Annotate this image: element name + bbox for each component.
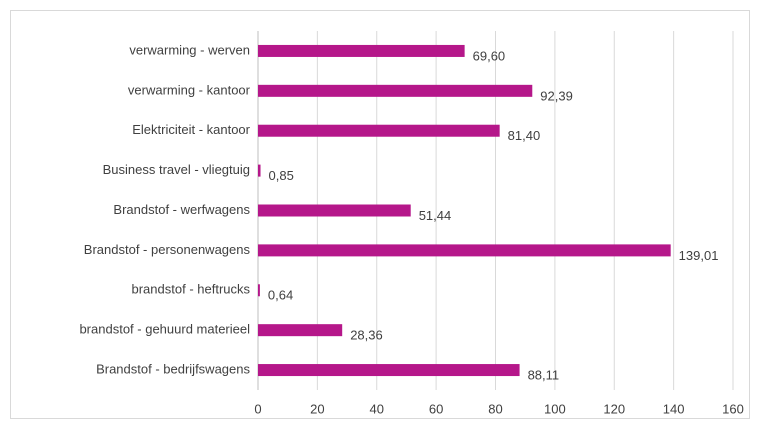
x-tick-label: 60 — [429, 401, 443, 416]
value-label: 0,85 — [269, 168, 294, 183]
bar — [258, 204, 411, 217]
value-label: 81,40 — [508, 128, 541, 143]
value-label: 69,60 — [473, 48, 506, 63]
x-tick-label: 140 — [663, 401, 685, 416]
bar — [258, 244, 671, 257]
y-tick-label: Brandstof - werfwagens — [113, 202, 250, 217]
x-tick-label: 80 — [488, 401, 502, 416]
bar — [258, 364, 520, 377]
x-tick-label: 120 — [603, 401, 625, 416]
y-tick-label: Elektriciteit - kantoor — [132, 122, 250, 137]
bar — [258, 284, 260, 297]
x-tick-label: 40 — [370, 401, 384, 416]
y-tick-label: verwarming - kantoor — [128, 82, 251, 97]
value-label: 28,36 — [350, 328, 383, 343]
y-tick-label: brandstof - gehuurd materieel — [79, 322, 250, 337]
x-tick-label: 100 — [544, 401, 566, 416]
bar — [258, 124, 500, 137]
value-label: 139,01 — [679, 248, 719, 263]
y-tick-label: verwarming - werven — [129, 42, 250, 57]
value-label: 88,11 — [528, 367, 560, 382]
value-label: 92,39 — [540, 88, 573, 103]
y-tick-label: brandstof - heftrucks — [132, 282, 251, 297]
y-tick-label: Business travel - vliegtuig — [103, 162, 250, 177]
y-tick-label: Brandstof - bedrijfswagens — [96, 361, 250, 376]
value-label: 51,44 — [419, 208, 452, 223]
bar — [258, 324, 343, 337]
bar — [258, 164, 261, 177]
x-tick-label: 0 — [254, 401, 261, 416]
bar — [258, 44, 465, 57]
y-tick-label: Brandstof - personenwagens — [84, 242, 251, 257]
x-tick-label: 20 — [310, 401, 324, 416]
x-tick-label: 160 — [722, 401, 744, 416]
bar — [258, 84, 533, 97]
value-label: 0,64 — [268, 288, 293, 303]
